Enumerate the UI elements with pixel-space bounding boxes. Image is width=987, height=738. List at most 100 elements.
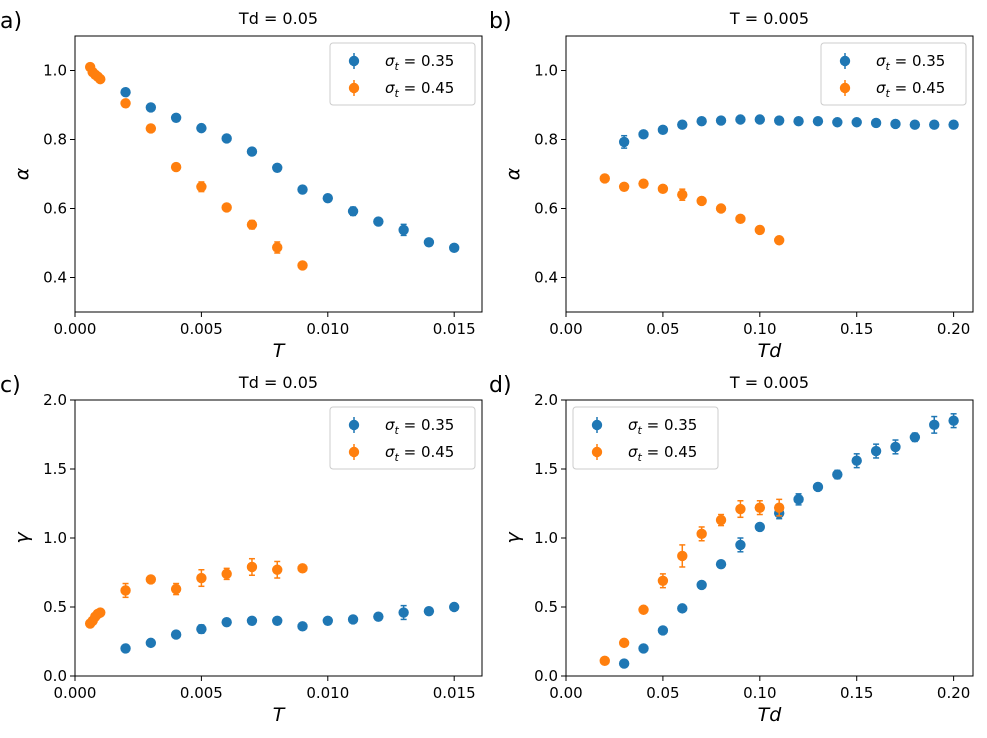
- data-point: [696, 195, 707, 207]
- data-point: [618, 136, 630, 148]
- data-point: [373, 611, 384, 622]
- data-point: [773, 235, 785, 246]
- data-point: [373, 216, 384, 227]
- legend-marker: [348, 55, 360, 67]
- data-point: [170, 112, 182, 123]
- legend-marker: [591, 446, 603, 458]
- data-point: [851, 117, 862, 128]
- data-point: [347, 614, 359, 625]
- data-point: [657, 625, 669, 636]
- data-point: [221, 133, 232, 144]
- x-tick-label: 0.010: [306, 320, 349, 338]
- data-point: [196, 623, 207, 635]
- series-1: [618, 114, 959, 149]
- legend-entry-label: σt = 0.45: [385, 79, 454, 100]
- y-tick-label: 0.6: [43, 200, 67, 218]
- data-point: [715, 203, 727, 214]
- legend-box: [329, 406, 476, 470]
- data-point: [677, 603, 688, 614]
- data-point: [599, 655, 610, 667]
- x-tick-label: 0.005: [180, 684, 223, 702]
- plot-frame: [74, 399, 483, 677]
- data-point: [448, 601, 460, 613]
- data-point: [890, 118, 901, 130]
- data-point: [322, 615, 333, 626]
- data-point: [832, 469, 843, 480]
- data-point: [948, 119, 959, 130]
- legend-marker: [591, 419, 603, 431]
- y-tick-label: 0.0: [534, 667, 558, 685]
- legend-entry-label: σt = 0.35: [876, 52, 945, 73]
- data-point: [948, 415, 959, 426]
- data-point: [618, 658, 630, 669]
- y-tick-label: 0.5: [534, 598, 558, 616]
- legend-box: [572, 406, 719, 470]
- y-tick-label: 0.4: [43, 269, 67, 287]
- data-point: [423, 605, 435, 617]
- data-point: [638, 604, 649, 615]
- data-point: [735, 213, 746, 225]
- data-point: [145, 102, 157, 113]
- data-point: [322, 192, 333, 204]
- data-point: [696, 528, 707, 540]
- data-point: [246, 219, 258, 230]
- data-point: [246, 615, 258, 626]
- legend-entry-label: σt = 0.45: [628, 443, 697, 464]
- legend-marker: [348, 419, 360, 431]
- data-point: [870, 117, 882, 129]
- x-tick-label: 0.15: [840, 684, 873, 702]
- data-point: [754, 114, 766, 125]
- series-2: [599, 498, 785, 667]
- x-tick-label: 0.10: [743, 684, 776, 702]
- y-axis-label: γ: [11, 531, 33, 544]
- chart-panel-1: a) Td = 0.05 0.000 0.005 0.010 0.015 0.4 0.6 0.8…: [0, 9, 483, 362]
- data-point: [677, 189, 688, 200]
- data-point: [735, 114, 746, 125]
- y-tick-label: 1.0: [534, 62, 558, 80]
- data-point: [754, 502, 766, 513]
- legend: σt = 0.35 σt = 0.45: [572, 406, 719, 470]
- data-point: [851, 455, 862, 466]
- data-point: [120, 585, 131, 596]
- data-point: [297, 260, 308, 271]
- data-point: [398, 224, 409, 236]
- legend-entry-label: σt = 0.45: [385, 443, 454, 464]
- data-point: [793, 494, 804, 505]
- x-tick-label: 0.20: [937, 320, 970, 338]
- y-tick-label: 2.0: [43, 391, 67, 409]
- chart-title: Td = 0.05: [238, 9, 318, 28]
- data-point: [272, 162, 283, 173]
- data-point: [398, 607, 409, 618]
- x-tick-label: 0.010: [306, 684, 349, 702]
- data-point: [909, 119, 921, 130]
- data-point: [657, 183, 669, 195]
- x-tick-label: 0.05: [646, 320, 679, 338]
- panel-label: a): [0, 9, 22, 34]
- data-point: [754, 521, 766, 533]
- series-1: [120, 87, 460, 254]
- data-point: [120, 98, 131, 109]
- x-axis-label: T: [273, 704, 286, 726]
- data-point: [909, 432, 921, 443]
- x-tick-label: 0.015: [433, 684, 476, 702]
- x-axis-label: Td: [758, 340, 783, 362]
- legend-entry-label: σt = 0.35: [385, 52, 454, 73]
- panel-label: d): [489, 373, 512, 398]
- data-point: [221, 568, 232, 580]
- data-point: [735, 503, 746, 515]
- panel-label: c): [0, 373, 21, 398]
- y-tick-label: 0.8: [43, 131, 67, 149]
- x-tick-label: 0.20: [937, 684, 970, 702]
- legend: σt = 0.35 σt = 0.45: [329, 42, 476, 106]
- series-2: [84, 61, 308, 271]
- data-point: [272, 242, 283, 253]
- data-point: [145, 123, 157, 134]
- data-point: [618, 181, 630, 192]
- data-point: [715, 514, 727, 526]
- y-tick-label: 1.5: [534, 460, 558, 478]
- x-tick-label: 0.05: [646, 684, 679, 702]
- data-point: [832, 117, 843, 128]
- data-point: [246, 146, 258, 157]
- data-point: [95, 73, 106, 85]
